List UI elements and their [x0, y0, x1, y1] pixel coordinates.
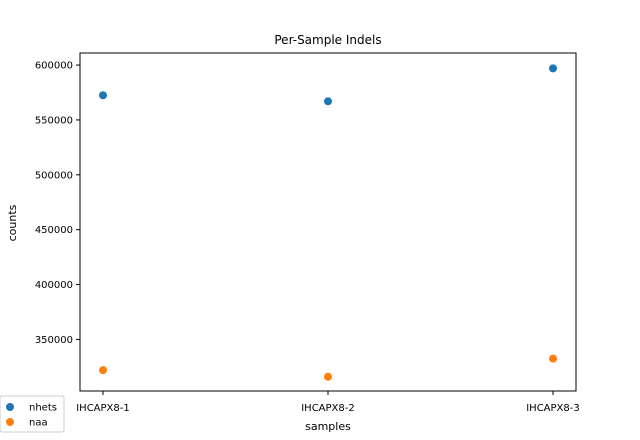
y-axis-label: counts	[6, 204, 19, 241]
x-axis: IHCAPX8-1 IHCAPX8-2 IHCAPX8-3	[76, 391, 580, 414]
data-point-nhets	[99, 91, 107, 100]
chart-title: Per-Sample Indels	[274, 33, 381, 47]
data-point-naa	[549, 354, 557, 363]
legend-label-naa: naa	[29, 418, 48, 429]
legend-marker-nhets	[6, 403, 14, 411]
legend-marker-naa	[6, 418, 14, 426]
y-tick-label: 600000	[35, 61, 73, 72]
data-point-nhets	[549, 64, 557, 73]
data-point-nhets	[324, 97, 332, 106]
y-tick-label: 500000	[35, 170, 73, 181]
data-point-naa	[99, 366, 107, 375]
legend-box	[0, 395, 65, 433]
y-axis: 350000 400000 450000 500000 550000 600000	[35, 61, 80, 346]
x-tick-label: IHCAPX8-2	[301, 403, 355, 414]
y-tick-label: 400000	[35, 280, 73, 291]
y-tick-label: 350000	[35, 335, 73, 346]
legend: nhets naa	[0, 395, 65, 433]
data-point-naa	[324, 372, 332, 381]
data-points	[99, 64, 557, 381]
x-tick-label: IHCAPX8-1	[76, 403, 130, 414]
y-tick-label: 550000	[35, 115, 73, 126]
y-tick-label: 450000	[35, 225, 73, 236]
x-axis-label: samples	[305, 420, 351, 433]
legend-label-nhets: nhets	[29, 403, 57, 414]
x-tick-label: IHCAPX8-3	[526, 403, 580, 414]
